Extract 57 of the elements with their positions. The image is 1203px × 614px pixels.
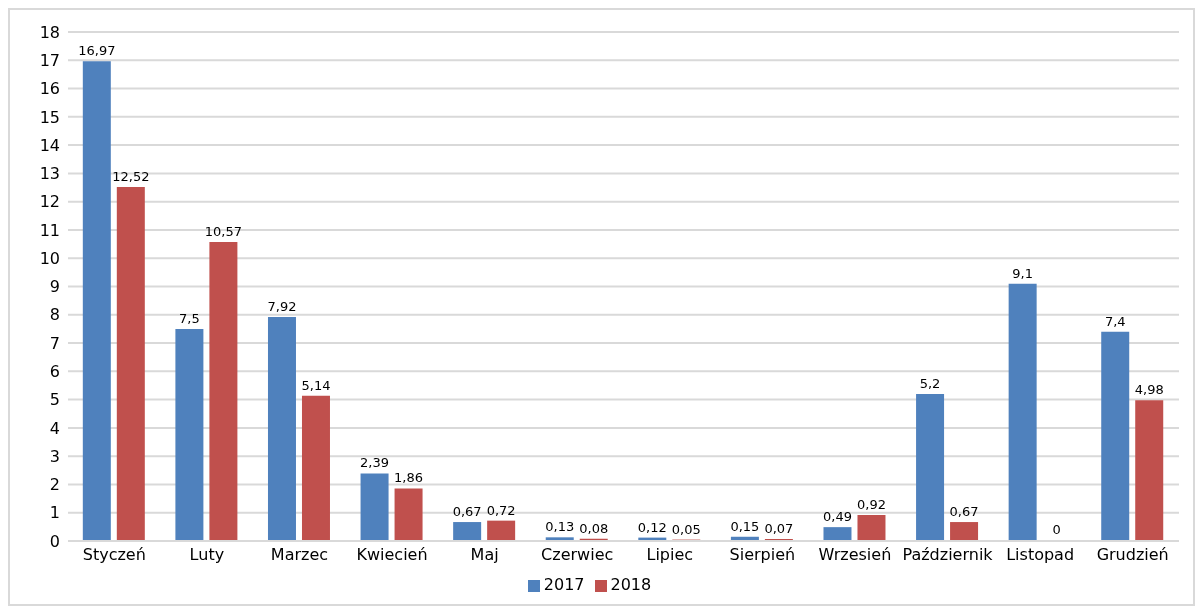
data-label: 0 — [1052, 522, 1061, 537]
y-tick-label: 7 — [49, 333, 60, 353]
data-label: 0,15 — [730, 518, 760, 534]
data-label: 0,08 — [579, 520, 609, 536]
data-label: 7,92 — [267, 299, 297, 315]
legend-label: 2017 — [543, 575, 585, 594]
y-tick-label: 11 — [39, 220, 60, 240]
data-label: 16,97 — [78, 43, 116, 59]
x-tick-label: Wrzesień — [818, 545, 892, 565]
data-label: 0,13 — [545, 519, 575, 535]
data-label: 0,49 — [823, 509, 852, 525]
x-tick-label: Sierpień — [729, 545, 796, 565]
x-tick-label: Grudzień — [1096, 545, 1169, 565]
y-tick-label: 18 — [39, 22, 60, 42]
data-label: 2,39 — [360, 455, 390, 471]
x-tick-label: Październik — [902, 545, 994, 565]
x-tick-label: Listopad — [1006, 545, 1075, 565]
y-tick-label: 4 — [49, 418, 60, 438]
x-tick-label: Maj — [470, 545, 499, 565]
y-tick-label: 1 — [49, 503, 60, 523]
y-tick-label: 2 — [49, 475, 60, 495]
x-tick-label: Kwiecień — [356, 545, 428, 565]
data-label: 0,07 — [764, 521, 794, 537]
y-tick-label: 9 — [49, 277, 60, 297]
y-tick-label: 13 — [39, 164, 60, 184]
data-label: 0,05 — [671, 521, 701, 537]
y-tick-label: 0 — [49, 531, 60, 551]
y-tick-label: 5 — [49, 390, 60, 410]
data-label: 0,67 — [949, 504, 979, 520]
y-tick-label: 12 — [39, 192, 60, 212]
y-tick-label: 17 — [39, 50, 60, 70]
data-label: 10,57 — [204, 224, 243, 240]
y-tick-label: 6 — [49, 362, 60, 382]
y-tick-label: 15 — [39, 107, 60, 127]
y-tick-label: 3 — [49, 446, 60, 466]
data-label: 5,2 — [919, 375, 941, 391]
x-tick-label: Styczeń — [82, 545, 146, 565]
data-label: 12,52 — [112, 168, 150, 184]
x-tick-label: Marzec — [270, 545, 329, 565]
data-label: 7,5 — [179, 310, 200, 326]
data-label: 0,72 — [486, 502, 516, 518]
data-label: 0,67 — [452, 504, 482, 520]
y-tick-label: 8 — [49, 305, 60, 325]
data-label: 0,12 — [637, 519, 667, 535]
data-label: 7,4 — [1104, 313, 1126, 329]
data-label: 4,98 — [1134, 382, 1164, 398]
y-tick-label: 10 — [39, 248, 60, 268]
data-label: 5,14 — [301, 377, 331, 393]
data-label: 9,1 — [1012, 265, 1033, 281]
x-tick-label: Czerwiec — [541, 545, 614, 565]
x-tick-label: Luty — [189, 545, 225, 565]
legend-label: 2018 — [610, 575, 652, 594]
data-label: 1,86 — [394, 470, 424, 486]
y-tick-label: 16 — [39, 79, 60, 99]
x-tick-label: Lipiec — [646, 545, 694, 565]
y-tick-label: 14 — [39, 135, 60, 155]
data-label: 0,92 — [857, 496, 886, 512]
